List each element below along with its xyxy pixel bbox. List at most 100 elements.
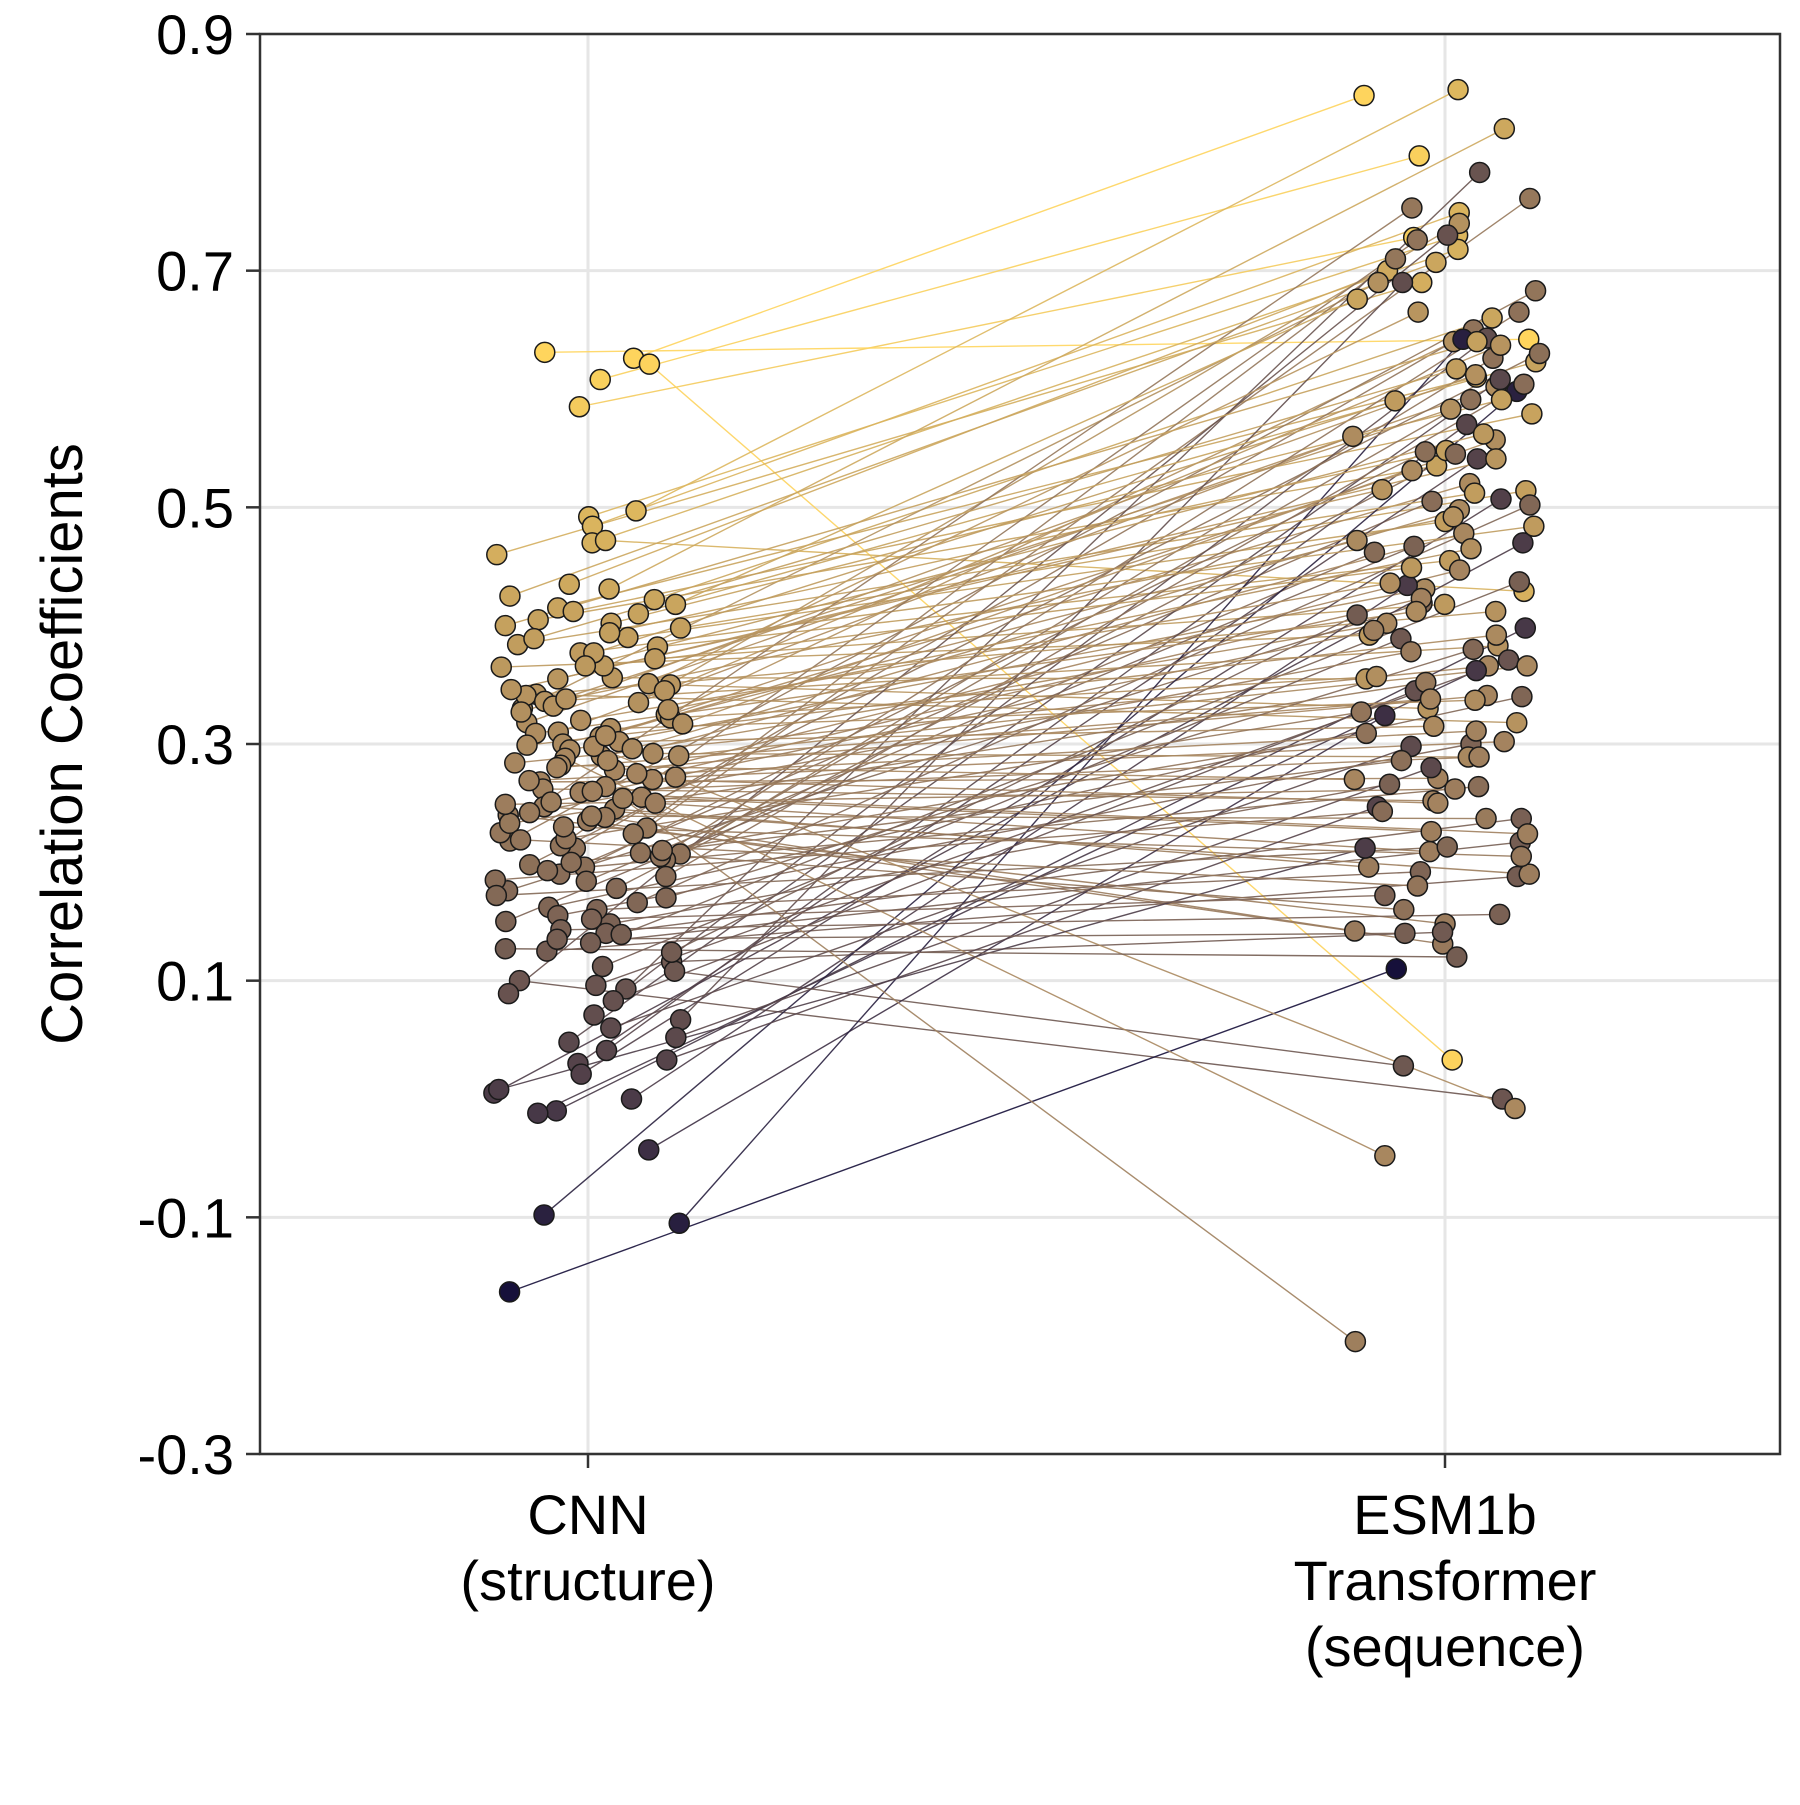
pair-line [675, 298, 1358, 606]
pair-line [618, 725, 1434, 743]
cnn-point [499, 585, 521, 607]
esm1b-point [1357, 856, 1380, 878]
cnn-point [569, 709, 592, 732]
pair-line [557, 376, 1477, 609]
esm1b-point [1513, 373, 1535, 396]
esm1b-point [1466, 448, 1489, 470]
esm1b-point [1384, 390, 1406, 412]
pair-line [520, 408, 1451, 713]
esm1b-point [1425, 455, 1448, 477]
pair-line [601, 622, 1387, 757]
cnn-point [540, 791, 562, 813]
esm1b-point [1362, 619, 1385, 642]
cnn-point [644, 792, 667, 814]
esm1b-point [1475, 807, 1497, 830]
pair-line [662, 732, 1367, 852]
cnn-point [617, 626, 639, 649]
esm1b-point [1506, 711, 1528, 734]
esm1b-point [1444, 778, 1466, 800]
esm1b-point [1407, 301, 1429, 323]
pair-line [535, 610, 1417, 735]
cnn-point [580, 908, 603, 930]
pair-line [529, 730, 1477, 782]
esm1b-point [1365, 665, 1388, 688]
cnn-point [598, 578, 620, 600]
pair-line [509, 290, 1536, 842]
cnn-point [665, 1026, 687, 1049]
esm1b-point [1343, 920, 1366, 942]
pair-line [610, 745, 1412, 1029]
esm1b-point [1433, 593, 1456, 616]
esm1b-point [1371, 800, 1394, 823]
esm1b-point [1418, 840, 1441, 863]
pair-line [509, 968, 1397, 1293]
esm1b-point [1431, 921, 1454, 943]
pair-line [610, 699, 1476, 730]
cnn-point [638, 353, 661, 375]
pair-line [565, 711, 1362, 840]
pair-line [568, 378, 1501, 1043]
esm1b-point [1400, 640, 1422, 663]
y-tick-label: 0.9 [156, 3, 234, 66]
cnn-point [500, 678, 522, 701]
pair-line [558, 435, 1354, 733]
pair-line [671, 614, 1358, 953]
y-tick-label: 0.5 [156, 476, 234, 539]
esm1b-point [1466, 330, 1488, 353]
cnn-point [546, 756, 568, 779]
esm1b-point [1350, 701, 1373, 723]
cnn-point [574, 655, 597, 677]
esm1b-point [1385, 958, 1408, 980]
pair-line [631, 584, 1408, 1100]
x-tick-label-line: (structure) [460, 1549, 715, 1612]
esm1b-point [1465, 720, 1487, 742]
esm1b-point [1446, 946, 1468, 968]
cnn-point [583, 1004, 605, 1026]
pair-line [509, 261, 1437, 597]
cnn-point [518, 801, 541, 824]
cnn-point [570, 1063, 592, 1085]
cnn-point [485, 884, 508, 907]
pair-line [557, 458, 1497, 680]
cnn-point [669, 617, 692, 639]
pair-line [592, 756, 1480, 793]
pair-line [593, 400, 1396, 654]
esm1b-point [1511, 685, 1533, 708]
esm1b-point [1490, 388, 1513, 411]
pair-line [560, 764, 1355, 781]
esm1b-point [1406, 229, 1429, 251]
cnn-point [642, 742, 664, 765]
pair-line [544, 645, 1499, 703]
esm1b-point [1384, 248, 1407, 270]
esm1b-point [1462, 638, 1484, 661]
cnn-point [509, 829, 532, 851]
pair-line [574, 329, 1474, 849]
cnn-point [494, 937, 517, 960]
cnn-point [498, 1281, 521, 1303]
esm1b-point [1508, 301, 1530, 323]
pair-line [664, 344, 1501, 692]
pair-line [580, 791, 1528, 835]
x-tick-label: CNN(structure) [460, 1483, 715, 1612]
cnn-point [490, 656, 513, 678]
cnn-point [558, 573, 581, 595]
esm1b-point [1403, 535, 1425, 558]
cnn-point [545, 1100, 568, 1122]
pair-line [605, 597, 1422, 788]
pair-line [498, 847, 1366, 1091]
esm1b-point [1497, 649, 1520, 671]
pair-line [593, 745, 1516, 1110]
esm1b-point [1439, 398, 1462, 420]
esm1b-point [1355, 722, 1378, 745]
esm1b-point [1420, 820, 1442, 843]
esm1b-point [1524, 280, 1547, 302]
esm1b-point [1342, 425, 1364, 448]
esm1b-point [1460, 538, 1482, 560]
esm1b-point [1406, 875, 1429, 897]
cnn-point [627, 603, 650, 625]
pair-line [579, 236, 1414, 408]
pair-line [562, 539, 1358, 745]
data-points [483, 78, 1551, 1353]
esm1b-point [1489, 334, 1512, 356]
